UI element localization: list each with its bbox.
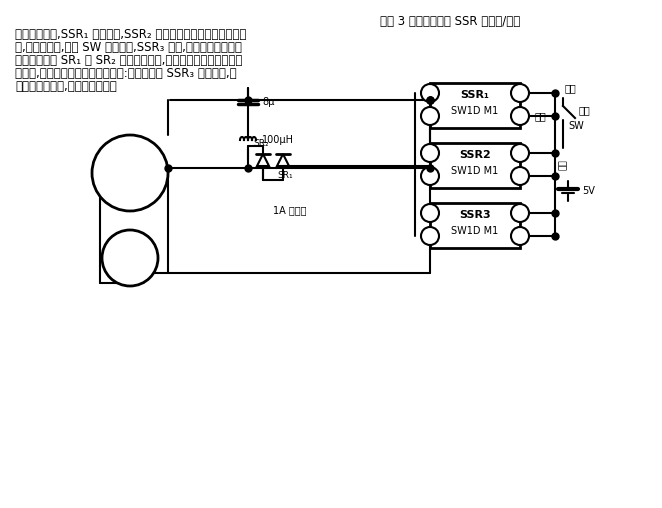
- Text: 5V: 5V: [582, 186, 595, 196]
- Text: 3: 3: [517, 148, 523, 157]
- Text: 和急停的控制,SSR₁ 导通正转,SSR₂ 导通反转。在正转或反转过程: 和急停的控制,SSR₁ 导通正转,SSR₂ 导通反转。在正转或反转过程: [15, 28, 246, 41]
- Text: 2: 2: [427, 172, 433, 180]
- Circle shape: [511, 204, 529, 222]
- Text: AC100V: AC100V: [112, 277, 148, 287]
- Text: 2: 2: [427, 232, 433, 240]
- Text: 停止: 停止: [579, 105, 591, 115]
- Text: 正转: 正转: [565, 83, 577, 93]
- Text: 3: 3: [517, 208, 523, 217]
- Text: 1: 1: [427, 148, 433, 157]
- Circle shape: [421, 107, 439, 125]
- Text: SW: SW: [568, 121, 584, 131]
- Text: 它用 3 个固态继电器 SSR 实现正/反转: 它用 3 个固态继电器 SSR 实现正/反转: [380, 15, 520, 28]
- Text: SSR₁: SSR₁: [461, 90, 489, 100]
- Circle shape: [421, 227, 439, 245]
- Circle shape: [511, 227, 529, 245]
- Circle shape: [92, 135, 168, 211]
- Text: 4: 4: [517, 172, 523, 180]
- Circle shape: [511, 107, 529, 125]
- Text: 8μ: 8μ: [262, 97, 274, 107]
- Circle shape: [511, 84, 529, 102]
- Text: 机中有直流电流,就要烧坏线圈。: 机中有直流电流,就要烧坏线圈。: [15, 80, 117, 93]
- Text: 100μH: 100μH: [262, 135, 294, 145]
- Text: SW1D M1: SW1D M1: [451, 166, 498, 176]
- Text: 100V: 100V: [118, 150, 142, 160]
- Bar: [430, 143, 520, 188]
- Circle shape: [421, 84, 439, 102]
- Text: 主回路电源: 主回路电源: [117, 269, 144, 277]
- Text: SW1D M1: SW1D M1: [451, 106, 498, 116]
- Text: 动转矩,电机迅速停转。只是要注意:电机停转后 SSR₃ 若不关断,电: 动转矩,电机迅速停转。只是要注意:电机停转后 SSR₃ 若不关断,电: [15, 67, 236, 80]
- Text: SSR2: SSR2: [459, 150, 491, 160]
- Text: 1: 1: [427, 88, 433, 98]
- Text: 中,需要急停时,切换 SW 到制动位,SSR₃ 导通,这时电机的主线圈: 中,需要急停时,切换 SW 到制动位,SSR₃ 导通,这时电机的主线圈: [15, 41, 242, 54]
- Text: 流有经二极管 SR₁ 或 SR₂ 整流后的电流,此直流电流使电机产生制: 流有经二极管 SR₁ 或 SR₂ 整流后的电流,此直流电流使电机产生制: [15, 54, 242, 67]
- Bar: [430, 83, 520, 128]
- Circle shape: [421, 144, 439, 162]
- Text: 4: 4: [517, 232, 523, 240]
- Text: 电机: 电机: [124, 171, 135, 179]
- Circle shape: [511, 167, 529, 185]
- Text: 变量: 变量: [559, 159, 568, 170]
- Text: 4: 4: [517, 111, 523, 120]
- Circle shape: [511, 144, 529, 162]
- Text: 20W: 20W: [120, 161, 140, 170]
- Bar: [430, 203, 520, 248]
- Text: 3: 3: [517, 88, 523, 98]
- Text: SSR3: SSR3: [459, 210, 491, 220]
- Text: 1: 1: [427, 208, 433, 217]
- Text: SR₁: SR₁: [277, 172, 293, 180]
- Text: 1A 二极管: 1A 二极管: [273, 205, 307, 215]
- Circle shape: [102, 230, 158, 286]
- Text: SW1D M1: SW1D M1: [451, 226, 498, 236]
- Text: 反转: 反转: [535, 111, 547, 121]
- Text: SR₂: SR₂: [253, 140, 269, 148]
- Text: 2: 2: [427, 111, 433, 120]
- Circle shape: [421, 204, 439, 222]
- Circle shape: [421, 167, 439, 185]
